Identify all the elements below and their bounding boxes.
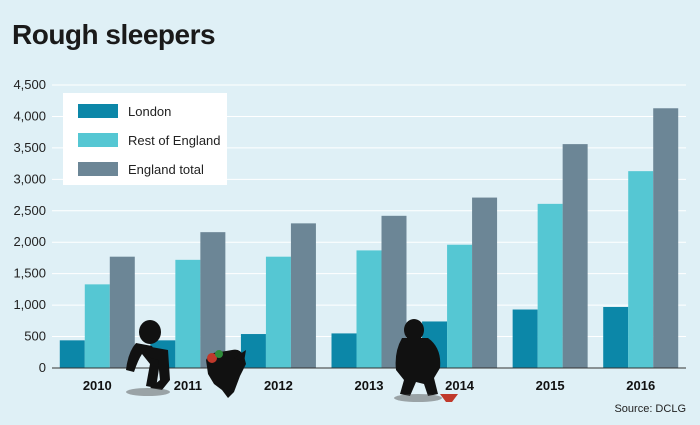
bar-rest-of-england-2014: [447, 244, 473, 368]
x-tick-label: 2013: [355, 378, 384, 393]
bar-england-total-2011: [200, 232, 226, 368]
bar-rest-of-england-2015: [537, 203, 563, 368]
x-tick-label: 2014: [445, 378, 475, 393]
bar-england-total-2014: [472, 197, 498, 368]
y-tick-label: 3,500: [13, 140, 46, 155]
x-tick-label: 2010: [83, 378, 112, 393]
person-crouching-icon: [394, 319, 458, 402]
bar-england-total-2016: [653, 108, 679, 368]
bar-london-2016: [603, 306, 629, 368]
y-tick-label: 4,000: [13, 108, 46, 123]
bar-london-2010: [59, 340, 85, 368]
y-tick-label: 4,500: [13, 77, 46, 92]
x-tick-label: 2016: [626, 378, 655, 393]
source-note: Source: DCLG: [614, 403, 686, 415]
y-tick-label: 0: [39, 360, 46, 375]
y-tick-label: 2,500: [13, 203, 46, 218]
y-tick-label: 500: [24, 329, 46, 344]
legend-label-rest-of-england: Rest of England: [128, 133, 221, 148]
legend-label-london: London: [128, 104, 171, 119]
y-axis-ticks: 0 500 1,000 1,500 2,000 2,500 3,000 3,500 4,000 4…: [13, 77, 46, 375]
legend-swatch-rest-of-england: [78, 133, 118, 147]
bar-london-2015: [512, 309, 538, 368]
dog-icon: [206, 349, 246, 398]
legend-swatch-london: [78, 104, 118, 118]
bar-london-2013: [331, 333, 357, 368]
y-tick-label: 1,500: [13, 266, 46, 281]
person-sitting-icon: [126, 320, 170, 396]
x-tick-label: 2015: [536, 378, 565, 393]
bar-rest-of-england-2011: [175, 259, 201, 368]
bar-england-total-2010: [109, 256, 135, 368]
legend-swatch-england-total: [78, 162, 118, 176]
bar-rest-of-england-2013: [356, 250, 382, 368]
y-tick-label: 1,000: [13, 297, 46, 312]
y-tick-label: 3,000: [13, 171, 46, 186]
bar-rest-of-england-2010: [84, 284, 110, 368]
y-tick-label: 2,000: [13, 234, 46, 249]
legend: London Rest of England England total: [63, 93, 227, 185]
chart-title: Rough sleepers: [12, 19, 215, 50]
bar-rest-of-england-2012: [265, 256, 291, 368]
x-tick-label: 2012: [264, 378, 293, 393]
legend-label-england-total: England total: [128, 162, 204, 177]
bar-rest-of-england-2016: [628, 171, 654, 368]
bar-england-total-2015: [562, 144, 588, 368]
x-axis-ticks: 2010 2011 2012 2013 2014 2015 2016: [83, 378, 655, 393]
bar-england-total-2012: [290, 223, 316, 368]
x-tick-label: 2011: [174, 378, 202, 393]
